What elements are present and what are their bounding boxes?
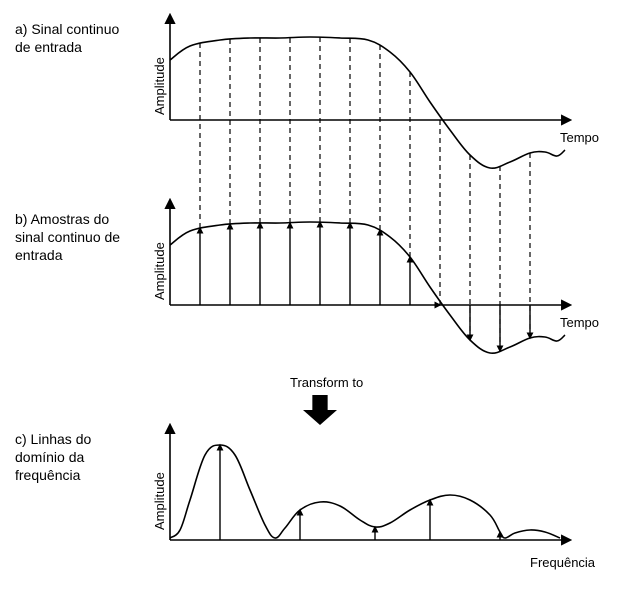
diagram-svg	[0, 0, 628, 592]
plot-c	[170, 425, 570, 540]
plot-a	[170, 15, 570, 168]
transform-arrow-icon	[303, 395, 337, 425]
